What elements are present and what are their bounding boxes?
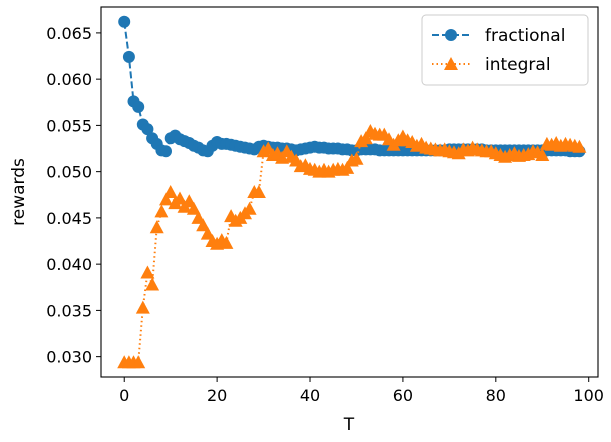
y-tick-label: 0.045 — [46, 209, 92, 228]
x-tick-label: 0 — [119, 386, 129, 405]
x-axis: 0 20 40 60 80 100 — [119, 377, 604, 405]
x-tick-label: 60 — [393, 386, 413, 405]
data-point-fractional — [118, 15, 131, 28]
data-point-integral — [340, 160, 355, 174]
legend-label-fractional: fractional — [485, 26, 565, 46]
data-point-integral — [135, 300, 150, 314]
legend-label-integral: integral — [485, 55, 551, 75]
data-point-integral — [535, 148, 550, 161]
data-point-integral — [173, 191, 187, 205]
y-tick-label: 0.030 — [46, 348, 92, 367]
x-tick-label: 100 — [573, 386, 604, 405]
data-point-integral — [186, 201, 201, 215]
data-point-fractional — [141, 123, 154, 136]
data-point-integral — [358, 131, 373, 145]
x-tick-label: 80 — [486, 386, 506, 405]
data-point-integral — [349, 151, 364, 165]
plot-frame — [100, 6, 599, 378]
series-integral — [117, 124, 587, 369]
y-tick-label: 0.035 — [46, 301, 92, 320]
y-tick-label: 0.055 — [46, 116, 92, 135]
series-layer — [117, 15, 587, 369]
data-point-integral — [219, 235, 234, 249]
x-tick-label: 20 — [207, 386, 227, 405]
legend-marker-fractional — [445, 29, 457, 41]
data-point-integral — [145, 277, 160, 291]
data-point-fractional — [122, 50, 135, 63]
y-tick-label: 0.040 — [46, 255, 92, 274]
data-point-integral — [251, 185, 266, 198]
y-tick-label: 0.065 — [46, 24, 92, 43]
y-tick-label: 0.060 — [46, 70, 92, 89]
data-point-integral — [572, 139, 587, 153]
x-axis-label: T — [343, 415, 355, 435]
y-axis-label: rewards — [9, 158, 29, 226]
data-point-integral — [149, 220, 164, 234]
data-point-fractional — [160, 145, 172, 158]
data-point-integral — [131, 355, 146, 369]
data-point-integral — [140, 265, 155, 279]
legend: fractional integral — [421, 14, 589, 86]
y-axis: 0.030 0.035 0.040 0.045 0.050 0.055 0.060 0.065 — [46, 24, 101, 367]
data-point-integral — [242, 201, 257, 215]
legend-box — [421, 14, 589, 86]
x-tick-label: 40 — [300, 386, 320, 405]
data-point-fractional — [132, 100, 145, 113]
data-point-integral — [163, 185, 178, 198]
data-point-integral — [196, 218, 211, 232]
data-point-integral — [154, 204, 169, 218]
y-tick-label: 0.050 — [46, 163, 92, 182]
data-point-integral — [159, 192, 173, 206]
legend-marker-integral — [444, 57, 458, 70]
